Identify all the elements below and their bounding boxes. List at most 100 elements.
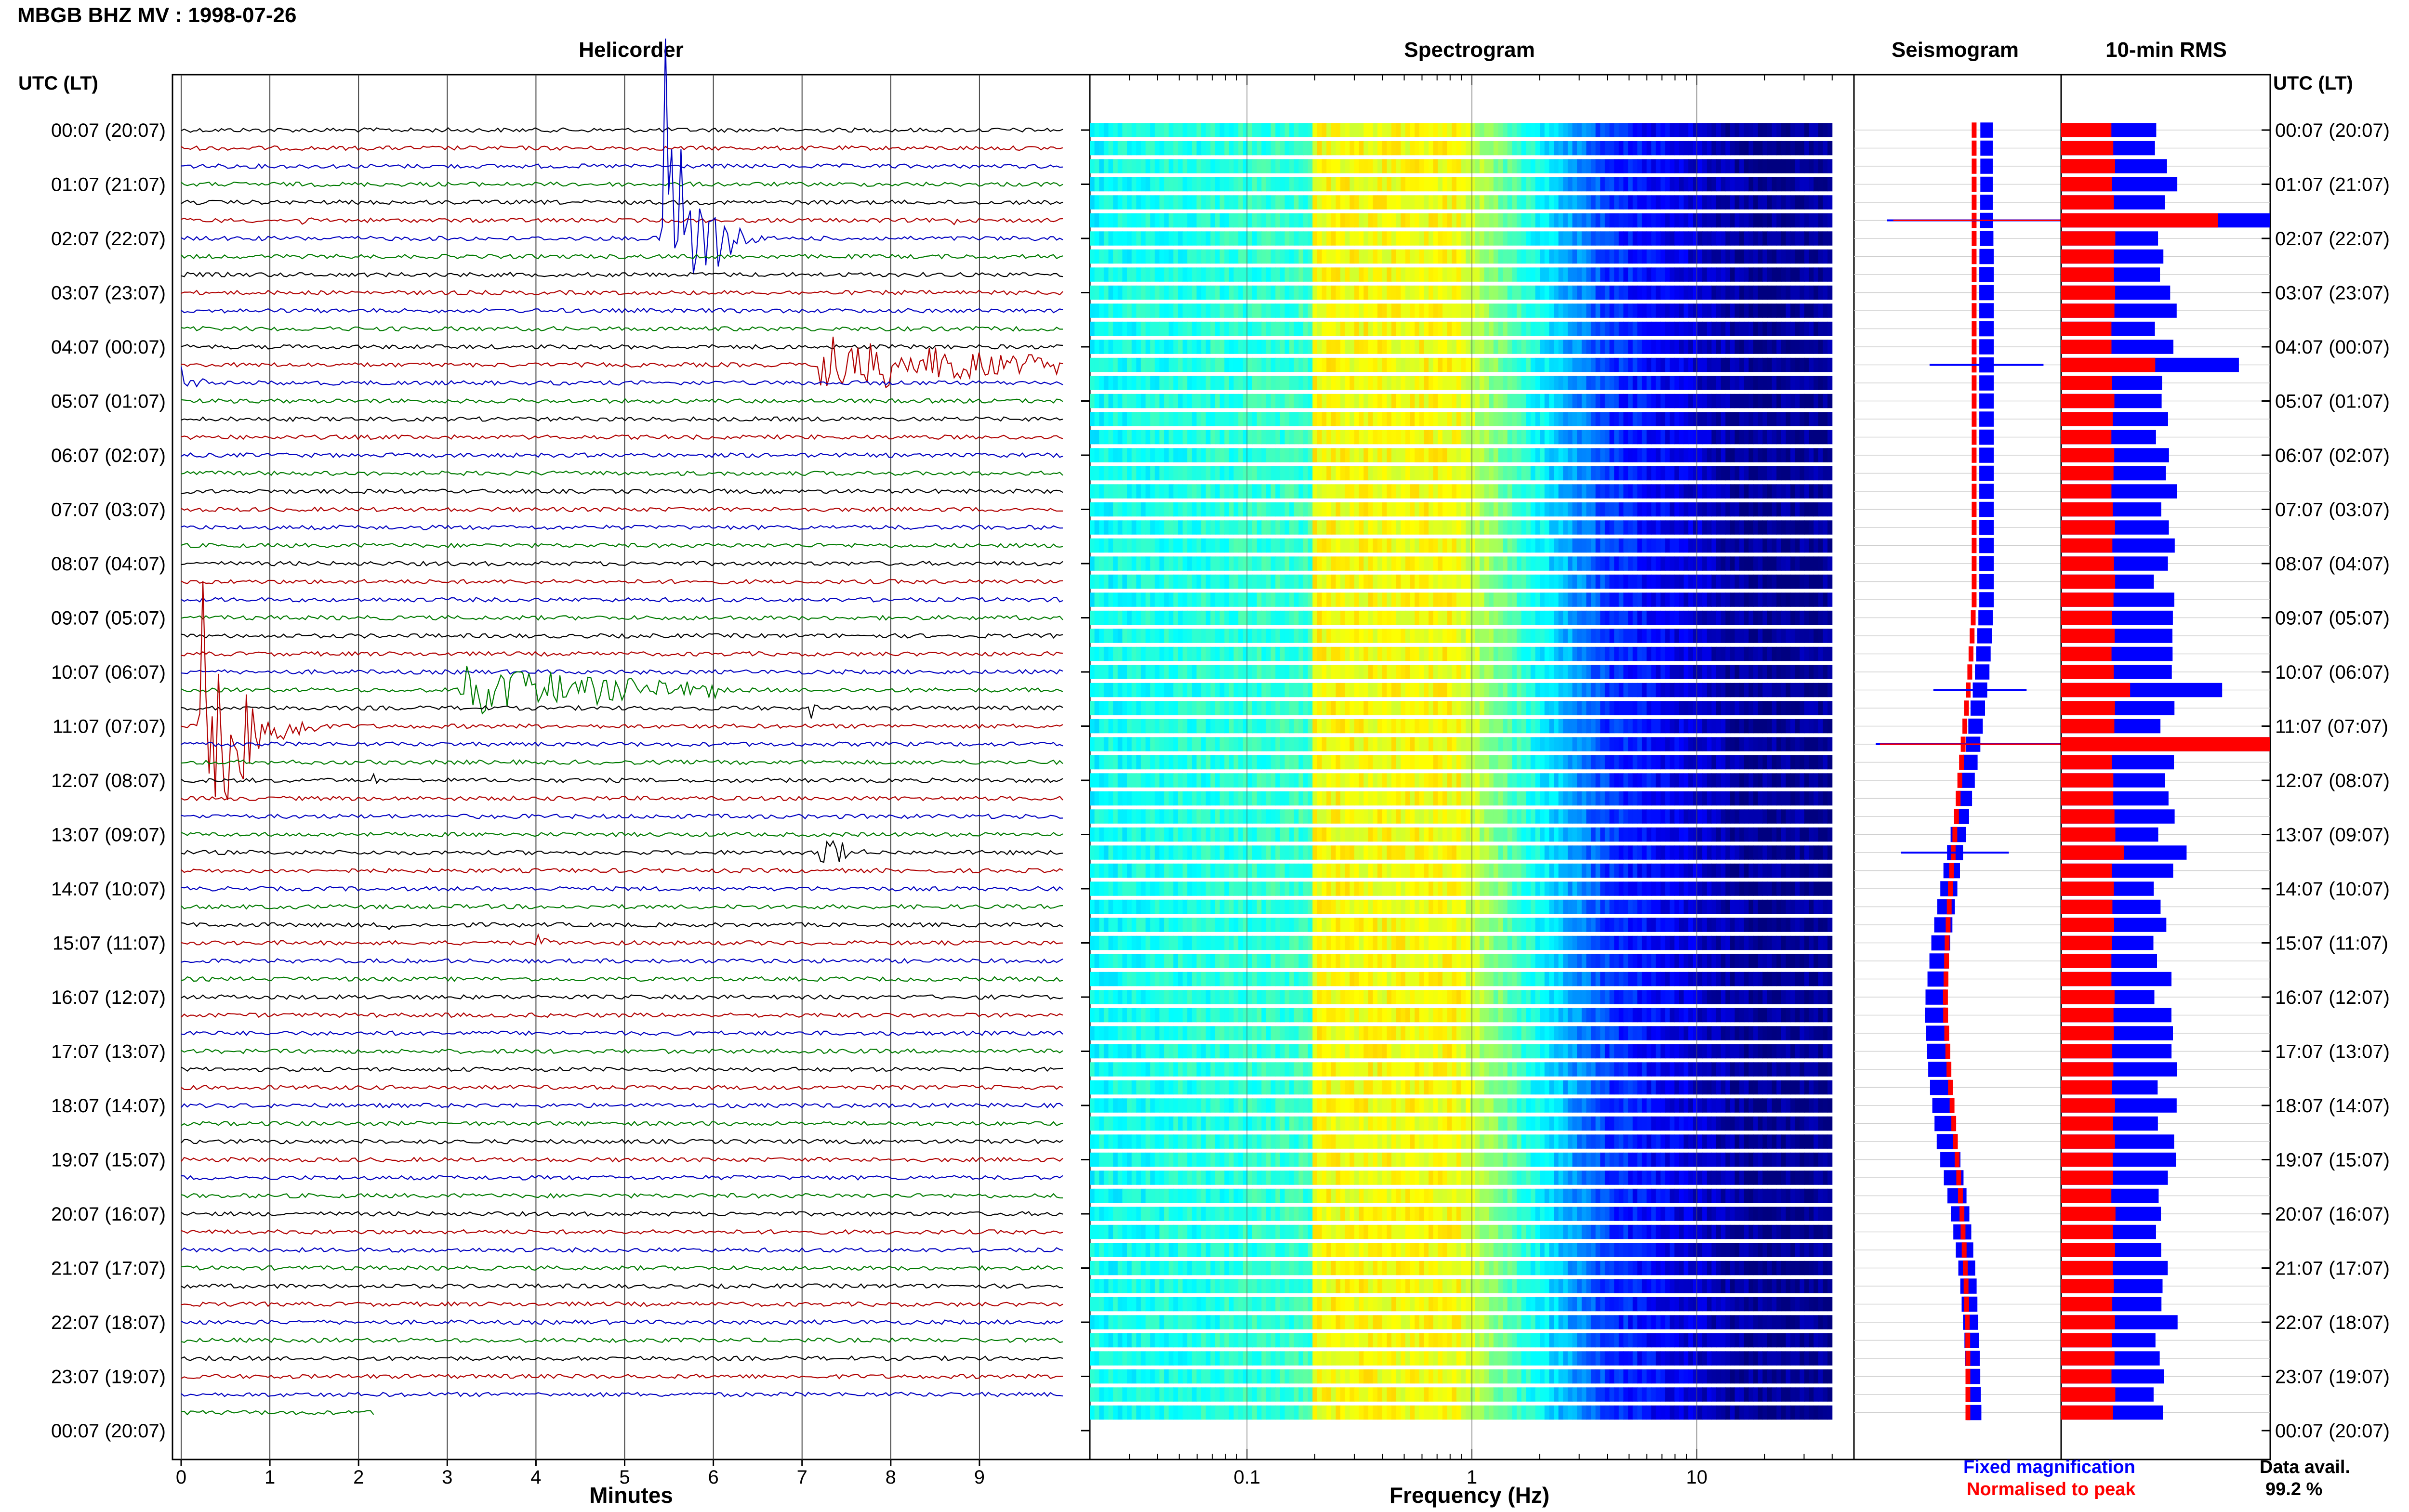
spectrogram-cell [1721, 448, 1726, 462]
spectrogram-cell [1415, 665, 1420, 679]
spectrogram-cell [1679, 629, 1684, 643]
spectrogram-cell [1373, 466, 1378, 481]
spectrogram-cell [1683, 538, 1689, 553]
spectrogram-cell [1823, 123, 1828, 137]
spectrogram-cell [1739, 466, 1745, 481]
spectrogram-cell [1303, 592, 1309, 607]
spectrogram-cell [1493, 412, 1498, 426]
spectrogram-cell [1554, 610, 1559, 625]
spectrogram-cell [1688, 213, 1694, 228]
spectrogram-cell [1748, 195, 1754, 210]
spectrogram-cell [1261, 376, 1267, 390]
spectrogram-cell [1683, 159, 1689, 173]
spectrogram-cell [1823, 213, 1828, 228]
spectrogram-cell [1429, 285, 1434, 300]
spectrogram-cell [1336, 592, 1341, 607]
spectrogram-cell [1628, 520, 1633, 535]
spectrogram-cell [1452, 159, 1457, 173]
spectrogram-cell [1373, 340, 1378, 354]
spectrogram-cell [1618, 592, 1624, 607]
spectrogram-cell [1238, 123, 1244, 137]
spectrogram-cell [1600, 520, 1605, 535]
spectrogram-cell [1252, 610, 1257, 625]
spectrogram-cell [1298, 285, 1304, 300]
spectrogram-cell [1776, 592, 1782, 607]
spectrogram-cell [1298, 484, 1304, 499]
spectrogram-cell [1442, 665, 1448, 679]
spectrogram-cell [1730, 340, 1735, 354]
spectrogram-cell [1776, 376, 1782, 390]
spectrogram-cell [1544, 502, 1549, 517]
spectrogram-cell [1683, 484, 1689, 499]
spectrogram-cell [1191, 285, 1197, 300]
spectrogram-cell [1354, 141, 1360, 156]
spectrogram-cell [1739, 394, 1745, 408]
spectrogram-cell [1340, 448, 1346, 462]
spectrogram-cell [1113, 285, 1118, 300]
spectrogram-cell [1632, 574, 1638, 589]
spectrogram-cell [1693, 177, 1698, 192]
spectrogram-cell [1804, 285, 1810, 300]
spectrogram-cell [1117, 394, 1123, 408]
spectrogram-cell [1187, 285, 1192, 300]
spectrogram-cell [1233, 665, 1239, 679]
spectrogram-cell [1637, 321, 1642, 336]
spectrogram-cell [1275, 592, 1281, 607]
spectrogram-cell [1359, 484, 1364, 499]
spectrogram-cell [1317, 665, 1323, 679]
spectrogram-cell [1813, 123, 1819, 137]
spectrogram-cell [1512, 340, 1517, 354]
spectrogram-cell [1243, 123, 1248, 137]
spectrogram-cell [1303, 665, 1309, 679]
spectrogram-cell [1289, 466, 1295, 481]
spectrogram-cell [1377, 466, 1383, 481]
spectrogram-cell [1113, 502, 1118, 517]
spectrogram-cell [1530, 592, 1535, 607]
spectrogram-cell [1567, 285, 1573, 300]
spectrogram-cell [1512, 412, 1517, 426]
spectrogram-cell [1173, 340, 1178, 354]
spectrogram-cell [1173, 321, 1178, 336]
spectrogram-cell [1716, 357, 1721, 372]
spectrogram-cell [1800, 249, 1805, 264]
spectrogram-cell [1419, 249, 1424, 264]
spectrogram-cell [1401, 629, 1406, 643]
spectrogram-cell [1665, 502, 1670, 517]
spectrogram-cell [1540, 430, 1545, 445]
spectrogram-cell [1298, 574, 1304, 589]
spectrogram-cell [1396, 412, 1401, 426]
spectrogram-cell [1173, 231, 1178, 246]
spectrogram-cell [1168, 610, 1174, 625]
spectrogram-cell [1196, 340, 1202, 354]
spectrogram-cell [1094, 502, 1099, 517]
spectrogram-cell [1600, 340, 1605, 354]
spectrogram-cell [1572, 502, 1577, 517]
spectrogram-cell [1526, 502, 1531, 517]
spectrogram-cell [1410, 285, 1415, 300]
spectrogram-cell [1456, 629, 1461, 643]
spectrogram-cell [1187, 213, 1192, 228]
spectrogram-cell [1688, 394, 1694, 408]
spectrogram-cell [1373, 646, 1378, 661]
spectrogram-cell [1498, 430, 1503, 445]
spectrogram-cell [1387, 556, 1392, 571]
spectrogram-cell [1294, 430, 1299, 445]
spectrogram-cell [1809, 285, 1814, 300]
spectrogram-cell [1818, 466, 1824, 481]
helicorder-trace [181, 1102, 1063, 1109]
spectrogram-cell [1140, 520, 1146, 535]
spectrogram-cell [1187, 303, 1192, 318]
spectrogram-cell [1688, 484, 1694, 499]
spectrogram-cell [1628, 123, 1633, 137]
spectrogram-cell [1618, 448, 1624, 462]
spectrogram-cell [1090, 285, 1095, 300]
spectrogram-cell [1159, 629, 1165, 643]
spectrogram-cell [1665, 646, 1670, 661]
spectrogram-cell [1600, 249, 1605, 264]
spectrogram-cell [1702, 303, 1707, 318]
spectrogram-cell [1312, 646, 1318, 661]
spectrogram-cell [1679, 123, 1684, 137]
spectrogram-cell [1331, 665, 1336, 679]
spectrogram-cell [1813, 466, 1819, 481]
spectrogram-cell [1415, 303, 1420, 318]
